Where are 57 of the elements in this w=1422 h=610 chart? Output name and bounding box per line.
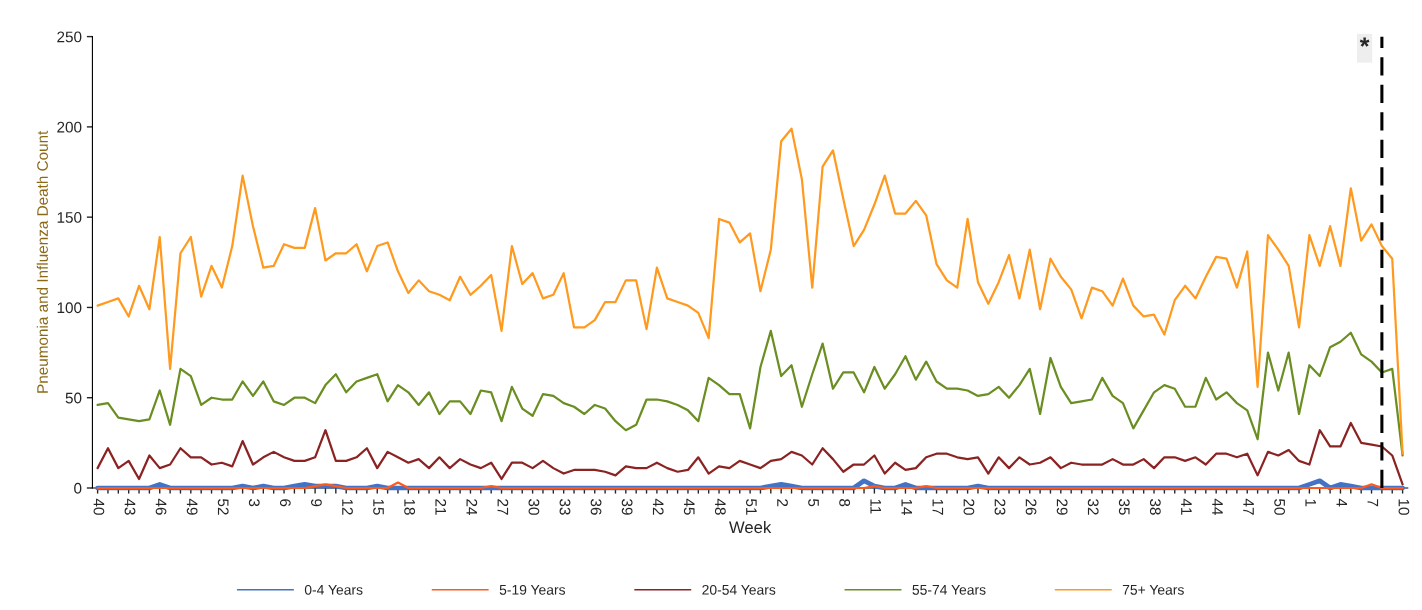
legend-label: 75+ Years (1122, 585, 1184, 595)
legend-label: 20-54 Years (702, 584, 776, 595)
x-tick-label: 11 (870, 499, 881, 514)
x-tick-label: 5 (808, 499, 819, 507)
x-tick-label: 46 (155, 498, 167, 515)
x-tick-label: 21 (435, 499, 447, 515)
legend-label: 5-19 Years (499, 584, 566, 595)
x-tick-label: 18 (404, 499, 416, 515)
x-tick-label: 2 (777, 499, 788, 507)
x-tick-label: 47 (1243, 498, 1254, 515)
x-tick-label: 27 (497, 499, 509, 515)
y-tick-label: 50 (65, 392, 82, 404)
x-tick-label: 39 (621, 499, 633, 515)
x-tick-label: 14 (901, 499, 913, 515)
x-tick-label: 1 (1305, 499, 1316, 507)
x-tick-label: 17 (932, 499, 944, 515)
x-tick-label: 8 (839, 499, 851, 507)
x-tick-label: 33 (559, 499, 571, 515)
x-tick-label: 7 (1367, 499, 1379, 507)
x-tick-label: 26 (1025, 499, 1037, 515)
x-tick-label: 29 (1056, 499, 1068, 515)
x-tick-label: 15 (373, 499, 384, 515)
x-tick-label: 38 (1149, 499, 1161, 515)
legend-label: 0-4 Years (304, 584, 363, 595)
x-tick-label: 6 (279, 499, 291, 507)
y-tick-label: 150 (57, 212, 82, 223)
x-tick-label: 10 (1398, 499, 1410, 515)
y-tick-label: 250 (57, 31, 82, 43)
x-tick-label: 12 (342, 499, 353, 515)
x-tick-label: 51 (746, 499, 757, 515)
y-tick-label: 100 (57, 302, 82, 314)
x-tick-label: 3 (248, 499, 260, 507)
x-tick-label: 23 (994, 499, 1006, 515)
x-tick-label: 4 (1336, 498, 1348, 507)
y-axis-title: Pneumonia and Influenza Death Count (36, 130, 48, 393)
x-tick-label: 30 (528, 499, 540, 515)
x-axis-title: Week (729, 520, 772, 534)
y-tick-label: 0 (74, 482, 82, 494)
x-tick-label: 24 (466, 499, 478, 515)
x-tick-label: 45 (683, 498, 695, 515)
x-tick-label: 43 (124, 498, 136, 515)
x-tick-label: 32 (1087, 499, 1099, 515)
x-tick-label: 36 (590, 499, 602, 515)
annotation: * (1359, 37, 1370, 47)
x-tick-label: 42 (652, 498, 664, 515)
x-tick-label: 52 (217, 499, 229, 515)
x-tick-label: 50 (1274, 499, 1286, 515)
x-tick-label: 49 (186, 498, 198, 515)
x-tick-label: 35 (1118, 499, 1130, 515)
legend-label: 55-74 Years (912, 585, 986, 595)
x-tick-label: 48 (714, 498, 726, 515)
x-tick-label: 44 (1212, 498, 1223, 515)
x-tick-label: 20 (963, 499, 975, 515)
x-tick-label: 40 (93, 498, 105, 515)
y-tick-label: 200 (57, 121, 82, 133)
x-tick-label: 9 (311, 499, 322, 507)
x-tick-label: 41 (1181, 498, 1192, 515)
